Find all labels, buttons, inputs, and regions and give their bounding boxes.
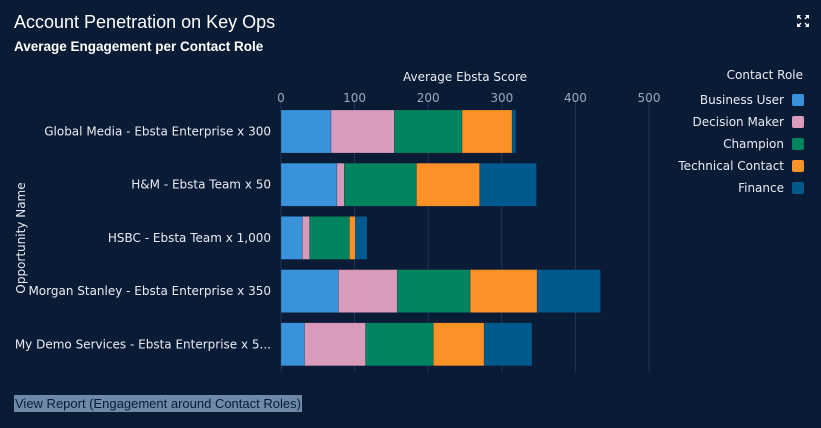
bar-segment-finance[interactable] bbox=[511, 109, 517, 154]
bar-segment-champion[interactable] bbox=[365, 322, 434, 367]
bar-segment-technical-contact[interactable] bbox=[433, 322, 485, 367]
x-tick-label: 100 bbox=[343, 91, 366, 105]
y-category-label: My Demo Services - Ebsta Enterprise x 5.… bbox=[15, 337, 271, 351]
bar-segment-business-user[interactable] bbox=[280, 162, 338, 207]
legend-label: Decision Maker bbox=[692, 115, 784, 129]
legend-item[interactable]: Business User bbox=[700, 92, 804, 108]
bar-segment-business-user[interactable] bbox=[280, 269, 339, 313]
view-report-link[interactable]: View Report (Engagement around Contact R… bbox=[14, 395, 302, 412]
bar-segment-champion[interactable] bbox=[396, 269, 471, 313]
legend-item[interactable]: Champion bbox=[723, 136, 804, 152]
bar-segment-finance[interactable] bbox=[479, 162, 537, 207]
bar-segment-business-user[interactable] bbox=[280, 109, 332, 154]
stacked-bar-chart: Average Ebsta Score Opportunity Name 0 10… bbox=[14, 70, 660, 372]
y-category-label: Global Media - Ebsta Enterprise x 300 bbox=[44, 125, 271, 139]
x-tick-label: 500 bbox=[638, 91, 660, 105]
chart-title: Account Penetration on Key Ops bbox=[14, 12, 276, 32]
bar-segment-champion[interactable] bbox=[394, 109, 463, 154]
bar-segment-champion[interactable] bbox=[309, 216, 350, 260]
bar-segment-decision-maker[interactable] bbox=[304, 322, 366, 367]
y-axis-title: Opportunity Name bbox=[14, 182, 28, 293]
bar-segment-technical-contact[interactable] bbox=[416, 162, 481, 207]
bar-segment-business-user[interactable] bbox=[280, 216, 303, 260]
legend-item[interactable]: Decision Maker bbox=[693, 114, 804, 130]
bar-segment-finance[interactable] bbox=[483, 322, 533, 367]
legend-label: Business User bbox=[699, 93, 784, 107]
expand-icon[interactable] bbox=[796, 13, 810, 27]
bar-segment-finance[interactable] bbox=[536, 269, 601, 313]
legend-item[interactable]: Technical Contact bbox=[678, 158, 804, 174]
bar-segment-decision-maker[interactable] bbox=[336, 162, 345, 207]
y-category-label: Morgan Stanley - Ebsta Enterprise x 350 bbox=[28, 284, 271, 298]
legend-swatch bbox=[792, 138, 804, 150]
x-axis-title: Average Ebsta Score bbox=[403, 70, 527, 84]
bar-segment-technical-contact[interactable] bbox=[349, 216, 356, 260]
legend-title: Contact Role bbox=[726, 68, 803, 82]
bar-segment-technical-contact[interactable] bbox=[469, 269, 538, 313]
y-category-label: HSBC - Ebsta Team x 1,000 bbox=[108, 231, 271, 245]
legend-label: Champion bbox=[723, 137, 784, 151]
bar-segment-technical-contact[interactable] bbox=[461, 109, 513, 154]
bar-segment-decision-maker[interactable] bbox=[330, 109, 395, 154]
bar-segment-business-user[interactable] bbox=[280, 322, 305, 367]
legend-swatch bbox=[792, 94, 804, 106]
bar-segment-finance[interactable] bbox=[355, 216, 368, 260]
legend-swatch bbox=[792, 116, 804, 128]
chart-subtitle: Average Engagement per Contact Role bbox=[14, 39, 264, 54]
bar-segment-decision-maker[interactable] bbox=[338, 269, 398, 313]
bar-segment-decision-maker[interactable] bbox=[302, 216, 311, 260]
x-tick-label: 200 bbox=[417, 91, 440, 105]
x-tick-label: 400 bbox=[564, 91, 587, 105]
y-category-label: H&M - Ebsta Team x 50 bbox=[131, 178, 271, 192]
legend-swatch bbox=[792, 182, 804, 194]
legend-label: Finance bbox=[738, 181, 784, 195]
bar-segment-champion[interactable] bbox=[343, 162, 417, 207]
x-tick-label: 300 bbox=[490, 91, 513, 105]
legend-swatch bbox=[792, 160, 804, 172]
legend-item[interactable]: Finance bbox=[738, 180, 804, 196]
legend-label: Technical Contact bbox=[678, 159, 784, 173]
x-tick-label: 0 bbox=[277, 91, 285, 105]
